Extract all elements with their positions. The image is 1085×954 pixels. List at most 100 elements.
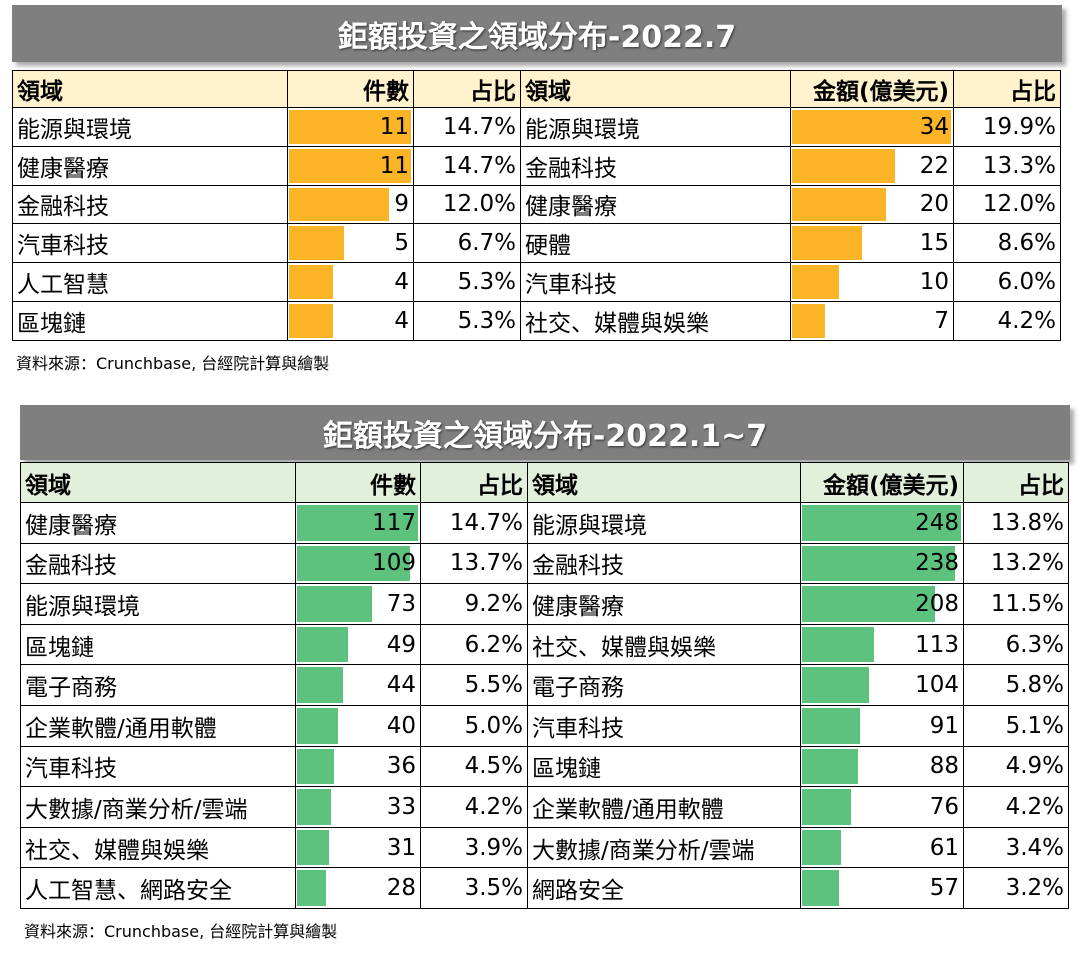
cell-text: 4.2% xyxy=(1005,793,1064,820)
cell-text: 117 xyxy=(372,509,416,536)
table-cell: 能源與環境 xyxy=(20,583,296,625)
cell-text: 能源與環境 xyxy=(25,593,140,620)
cell-text: 9.2% xyxy=(464,590,523,617)
cell-text: 13.8% xyxy=(990,509,1064,536)
data-bar xyxy=(802,870,839,906)
column-header: 領域 xyxy=(20,462,296,503)
table-cell: 13.3% xyxy=(953,145,1061,186)
table-cell: 6.0% xyxy=(953,262,1061,302)
source-note: 資料來源：Crunchbase, 台經院計算與繪製 xyxy=(24,922,338,941)
cell-text: 73 xyxy=(386,590,416,617)
table-cell: 61 xyxy=(800,826,964,869)
data-bar xyxy=(792,148,895,183)
column-header: 領域 xyxy=(12,70,288,108)
header-text: 件數 xyxy=(370,472,416,499)
cell-text: 22 xyxy=(919,152,949,179)
cell-text: 76 xyxy=(929,793,959,820)
header-text: 領域 xyxy=(525,79,571,105)
table-cell: 6.7% xyxy=(413,223,521,264)
cell-text: 5.0% xyxy=(464,712,523,739)
cell-text: 健康醫療 xyxy=(525,194,617,221)
cell-text: 91 xyxy=(929,712,959,739)
cell-text: 能源與環境 xyxy=(532,512,647,539)
data-bar xyxy=(802,789,851,825)
cell-text: 4 xyxy=(394,307,409,334)
cell-text: 4.5% xyxy=(464,753,523,780)
table-title: 鉅額投資之領域分布-2022.1~7 xyxy=(20,405,1070,460)
data-bar xyxy=(297,505,418,541)
table-cell: 22 xyxy=(790,145,954,186)
cell-text: 6.7% xyxy=(457,230,516,257)
cell-text: 人工智慧 xyxy=(17,272,109,299)
cell-text: 36 xyxy=(386,753,416,780)
table-cell: 5.8% xyxy=(963,664,1069,706)
cell-text: 13.2% xyxy=(990,550,1064,577)
header-text: 件數 xyxy=(363,79,409,105)
table-cell: 5.5% xyxy=(420,664,528,706)
table-cell: 33 xyxy=(295,786,421,828)
table-cell: 區塊鏈 xyxy=(527,745,801,788)
table-cell: 3.4% xyxy=(963,826,1069,869)
cell-text: 大數據/商業分析/雲端 xyxy=(532,837,755,864)
column-header: 金額(億美元) xyxy=(800,462,964,503)
cell-text: 113 xyxy=(915,631,959,658)
cell-text: 9 xyxy=(394,191,409,218)
table-cell: 36 xyxy=(295,745,421,788)
cell-text: 13.7% xyxy=(449,550,523,577)
table-cell: 12.0% xyxy=(953,184,1061,225)
table-cell: 34 xyxy=(790,107,954,147)
table-cell: 企業軟體/通用軟體 xyxy=(527,786,801,828)
table-cell: 76 xyxy=(800,786,964,828)
table-cell: 19.9% xyxy=(953,107,1061,147)
cell-text: 5.3% xyxy=(457,307,516,334)
table-cell: 5.3% xyxy=(413,262,521,302)
column-header: 金額(億美元) xyxy=(790,70,954,108)
data-bar xyxy=(297,829,330,866)
table-cell: 能源與環境 xyxy=(12,107,288,147)
cell-text: 汽車科技 xyxy=(17,233,109,260)
data-bar xyxy=(802,829,842,866)
cell-text: 健康醫療 xyxy=(532,593,624,620)
table-cell: 13.8% xyxy=(963,502,1069,544)
cell-text: 13.3% xyxy=(982,152,1056,179)
cell-text: 40 xyxy=(386,712,416,739)
header-text: 占比 xyxy=(1010,79,1056,105)
data-bar xyxy=(802,586,936,622)
cell-text: 248 xyxy=(915,509,959,536)
cell-text: 社交、媒體與娛樂 xyxy=(532,634,716,661)
table-cell: 6.3% xyxy=(963,623,1069,666)
column-header: 占比 xyxy=(413,70,521,108)
source-note: 資料來源：Crunchbase, 台經院計算與繪製 xyxy=(16,354,330,373)
data-bar xyxy=(297,708,339,744)
table-cell: 大數據/商業分析/雲端 xyxy=(20,786,296,828)
table-cell: 208 xyxy=(800,583,964,625)
cell-text: 大數據/商業分析/雲端 xyxy=(25,796,248,823)
cell-text: 能源與環境 xyxy=(17,116,132,143)
table-cell: 3.2% xyxy=(963,867,1069,909)
column-header: 占比 xyxy=(963,462,1069,503)
data-bar xyxy=(297,626,348,663)
cell-text: 網路安全 xyxy=(532,878,624,905)
data-bar xyxy=(802,626,875,663)
table-cell: 9 xyxy=(287,184,414,225)
column-header: 占比 xyxy=(420,462,528,503)
table-cell: 4.2% xyxy=(963,786,1069,828)
cell-text: 4.9% xyxy=(1005,753,1064,780)
table-cell: 4.2% xyxy=(953,301,1061,341)
header-text: 領域 xyxy=(17,79,63,105)
column-header: 領域 xyxy=(527,462,801,503)
column-header: 占比 xyxy=(953,70,1061,108)
cell-text: 31 xyxy=(386,834,416,861)
data-bar xyxy=(289,110,411,144)
table-cell: 14.7% xyxy=(413,107,521,147)
data-bar xyxy=(792,304,825,338)
cell-text: 4.2% xyxy=(464,793,523,820)
cell-text: 6.0% xyxy=(997,269,1056,296)
header-text: 金額(億美元) xyxy=(812,79,949,105)
table-cell: 113 xyxy=(800,623,964,666)
table-cell: 網路安全 xyxy=(527,867,801,909)
cell-text: 區塊鏈 xyxy=(17,310,86,337)
data-bar xyxy=(792,187,886,222)
table-cell: 88 xyxy=(800,745,964,788)
cell-text: 3.2% xyxy=(1005,875,1064,902)
